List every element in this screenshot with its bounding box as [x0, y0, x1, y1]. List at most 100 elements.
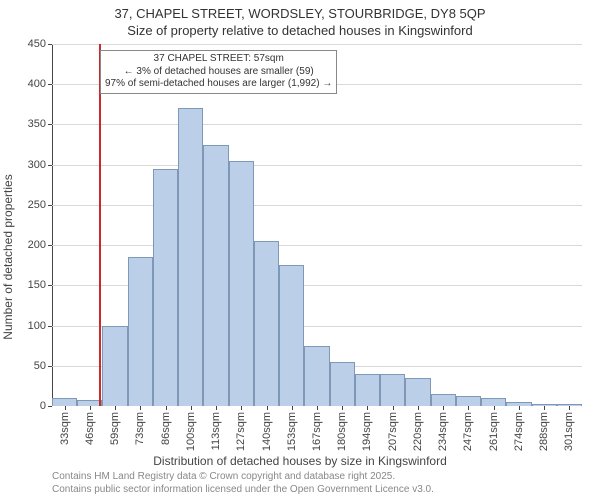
x-tick-mark — [216, 406, 217, 410]
x-tick-mark — [342, 406, 343, 410]
y-tick-mark — [48, 326, 52, 327]
reference-line — [99, 44, 101, 406]
y-tick-mark — [48, 406, 52, 407]
attribution: Contains HM Land Registry data © Crown c… — [52, 471, 434, 496]
attribution-line-2: Contains public sector information licen… — [52, 484, 434, 497]
x-tick-label: 247sqm — [462, 412, 474, 451]
x-tick-label: 220sqm — [412, 412, 424, 451]
annotation-line: 37 CHAPEL STREET: 57sqm — [105, 53, 332, 66]
histogram-bar — [178, 108, 203, 406]
y-axis-line — [52, 44, 53, 406]
x-tick-label: 261sqm — [488, 412, 500, 451]
x-axis-label: Distribution of detached houses by size … — [0, 454, 600, 468]
x-tick-mark — [292, 406, 293, 410]
x-tick-label: 153sqm — [286, 412, 298, 451]
gridline — [52, 124, 582, 125]
title-line-1: 37, CHAPEL STREET, WORDSLEY, STOURBRIDGE… — [0, 6, 600, 23]
y-tick-label: 150 — [28, 279, 46, 291]
histogram-bar — [279, 265, 304, 406]
x-tick-mark — [65, 406, 66, 410]
x-tick-mark — [468, 406, 469, 410]
x-tick-label: 113sqm — [210, 412, 222, 450]
histogram-bar — [128, 257, 153, 406]
y-tick-mark — [48, 44, 52, 45]
x-tick-label: 100sqm — [185, 412, 197, 451]
annotation-box: 37 CHAPEL STREET: 57sqm← 3% of detached … — [100, 50, 337, 94]
y-tick-label: 50 — [34, 360, 46, 372]
x-tick-mark — [393, 406, 394, 410]
x-tick-mark — [317, 406, 318, 410]
x-tick-mark — [90, 406, 91, 410]
x-tick-label: 207sqm — [387, 412, 399, 451]
histogram-bar — [330, 362, 355, 406]
x-tick-label: 194sqm — [361, 412, 373, 451]
x-tick-mark — [115, 406, 116, 410]
x-tick-mark — [418, 406, 419, 410]
x-tick-mark — [140, 406, 141, 410]
x-tick-label: 288sqm — [538, 412, 550, 451]
x-tick-mark — [443, 406, 444, 410]
y-tick-label: 450 — [28, 38, 46, 50]
histogram-bar — [229, 161, 254, 406]
y-tick-mark — [48, 205, 52, 206]
x-tick-label: 274sqm — [513, 412, 525, 451]
histogram-bar — [304, 346, 329, 406]
gridline — [52, 245, 582, 246]
histogram-bar — [431, 394, 456, 406]
y-tick-mark — [48, 124, 52, 125]
x-tick-mark — [267, 406, 268, 410]
y-tick-label: 400 — [28, 78, 46, 90]
gridline — [52, 205, 582, 206]
x-tick-mark — [367, 406, 368, 410]
gridline — [52, 44, 582, 45]
histogram-bar — [203, 145, 228, 406]
y-tick-mark — [48, 245, 52, 246]
attribution-line-1: Contains HM Land Registry data © Crown c… — [52, 471, 434, 484]
y-tick-mark — [48, 84, 52, 85]
x-tick-label: 301sqm — [563, 412, 575, 451]
y-tick-mark — [48, 285, 52, 286]
x-tick-mark — [166, 406, 167, 410]
annotation-line: ← 3% of detached houses are smaller (59) — [105, 66, 332, 79]
x-tick-label: 234sqm — [437, 412, 449, 451]
histogram-bar — [456, 396, 481, 406]
histogram-bar — [481, 398, 506, 406]
y-tick-mark — [48, 165, 52, 166]
chart-container: 37, CHAPEL STREET, WORDSLEY, STOURBRIDGE… — [0, 0, 600, 500]
plot-area: 05010015020025030035040045033sqm46sqm59s… — [52, 44, 582, 406]
x-tick-mark — [241, 406, 242, 410]
y-tick-label: 0 — [40, 400, 46, 412]
x-tick-mark — [519, 406, 520, 410]
x-tick-label: 73sqm — [134, 412, 146, 445]
y-tick-label: 200 — [28, 239, 46, 251]
x-tick-label: 33sqm — [59, 412, 71, 445]
y-tick-label: 350 — [28, 118, 46, 130]
y-tick-label: 250 — [28, 199, 46, 211]
x-tick-label: 59sqm — [109, 412, 121, 445]
histogram-bar — [405, 378, 430, 406]
y-tick-label: 100 — [28, 320, 46, 332]
histogram-bar — [355, 374, 380, 406]
histogram-bar — [52, 398, 77, 406]
chart-title: 37, CHAPEL STREET, WORDSLEY, STOURBRIDGE… — [0, 6, 600, 40]
annotation-line: 97% of semi-detached houses are larger (… — [105, 78, 332, 91]
y-tick-label: 300 — [28, 159, 46, 171]
x-tick-label: 127sqm — [235, 412, 247, 451]
title-line-2: Size of property relative to detached ho… — [0, 23, 600, 40]
x-tick-label: 46sqm — [84, 412, 96, 445]
x-tick-mark — [569, 406, 570, 410]
histogram-bar — [254, 241, 279, 406]
gridline — [52, 165, 582, 166]
histogram-bar — [153, 169, 178, 406]
x-tick-label: 86sqm — [160, 412, 172, 445]
histogram-bar — [380, 374, 405, 406]
x-tick-label: 140sqm — [261, 412, 273, 451]
x-tick-label: 180sqm — [336, 412, 348, 451]
x-tick-mark — [494, 406, 495, 410]
histogram-bar — [102, 326, 127, 406]
x-tick-mark — [544, 406, 545, 410]
y-tick-mark — [48, 366, 52, 367]
y-axis-label: Number of detached properties — [1, 174, 15, 339]
x-tick-label: 167sqm — [311, 412, 323, 451]
plot-inner: 05010015020025030035040045033sqm46sqm59s… — [52, 44, 582, 406]
